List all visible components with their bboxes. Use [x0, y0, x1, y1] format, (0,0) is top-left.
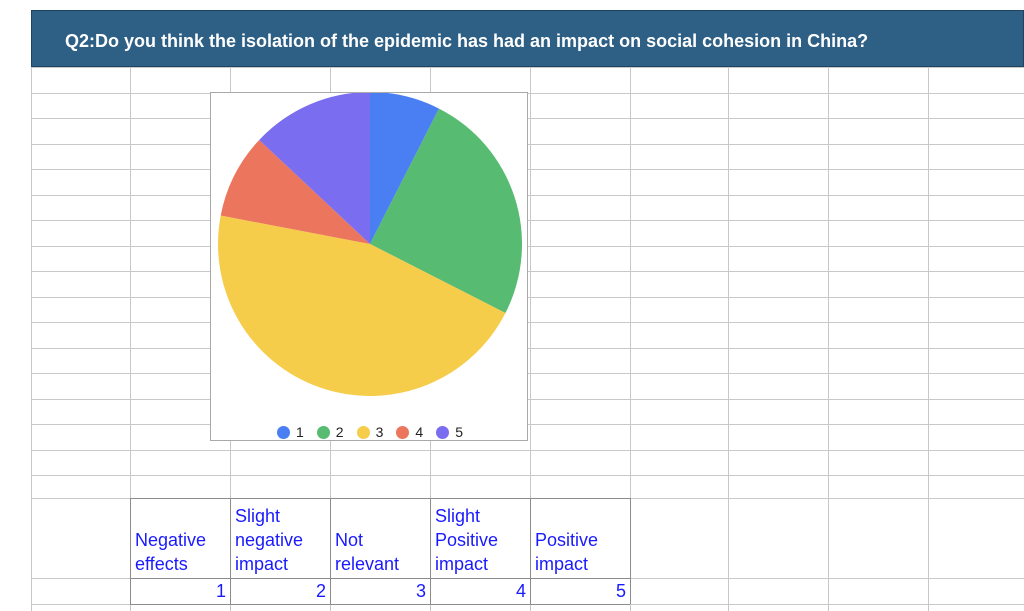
scale-label-line: Slight [235, 506, 281, 526]
question-title-bar: Q2:Do you think the isolation of the epi… [31, 10, 1024, 67]
pie-chart-canvas [218, 93, 522, 396]
legend-item-1[interactable]: 1 [277, 424, 304, 440]
legend-item-2[interactable]: 2 [316, 424, 344, 440]
pie-slice-4[interactable] [220, 139, 370, 244]
legend-label: 3 [375, 424, 384, 440]
scale-label-line: impact [435, 554, 489, 574]
question-title: Q2:Do you think the isolation of the epi… [65, 31, 869, 51]
legend-swatch [277, 425, 290, 439]
pie-slice-5[interactable] [259, 93, 370, 244]
scale-label-cell: Positive impact [535, 528, 598, 576]
scale-value-cell: 5 [615, 581, 626, 601]
scale-label-line: Negative [135, 530, 207, 550]
scale-label-cell: Negative effects [135, 528, 206, 576]
scale-label-line: effects [135, 554, 188, 574]
legend-swatch [356, 425, 370, 439]
pie-slice-3[interactable] [218, 215, 506, 396]
legend-item-5[interactable]: 5 [436, 424, 463, 440]
pie-chart[interactable]: 1 2 3 4 5 [210, 92, 528, 441]
scale-label-cell: Not relevant [335, 528, 399, 576]
legend-label: 1 [296, 424, 304, 440]
legend-swatch [436, 425, 450, 439]
scale-value-cell: 2 [315, 581, 326, 601]
legend-swatch [396, 425, 410, 439]
scale-label-line: relevant [335, 554, 400, 574]
legend-item-3[interactable]: 3 [356, 424, 384, 440]
legend-label: 5 [455, 424, 463, 440]
scale-value-cell: 1 [215, 581, 226, 601]
scale-label-line: Positive [535, 530, 599, 550]
scale-label-line: impact [535, 554, 589, 574]
scale-label-line: Not [335, 530, 364, 550]
scale-label-line: impact [235, 554, 289, 574]
scale-label-line: Positive [435, 530, 499, 550]
scale-label-cell: Slight negative impact [235, 504, 303, 576]
scale-value-cell: 3 [415, 581, 426, 601]
scale-label-line: Slight [435, 506, 481, 526]
scale-label-cell: Slight Positive impact [435, 504, 498, 576]
pie-slice-1[interactable] [370, 93, 440, 244]
scale-value-cell: 4 [515, 581, 526, 601]
legend-label: 2 [335, 424, 344, 440]
scale-label-line: negative [235, 530, 304, 550]
legend-swatch [316, 425, 330, 439]
chart-legend: 1 2 3 4 5 [211, 423, 529, 441]
legend-label: 4 [415, 424, 424, 440]
legend-item-4[interactable]: 4 [396, 424, 423, 440]
pie-slice-2[interactable] [370, 108, 522, 314]
